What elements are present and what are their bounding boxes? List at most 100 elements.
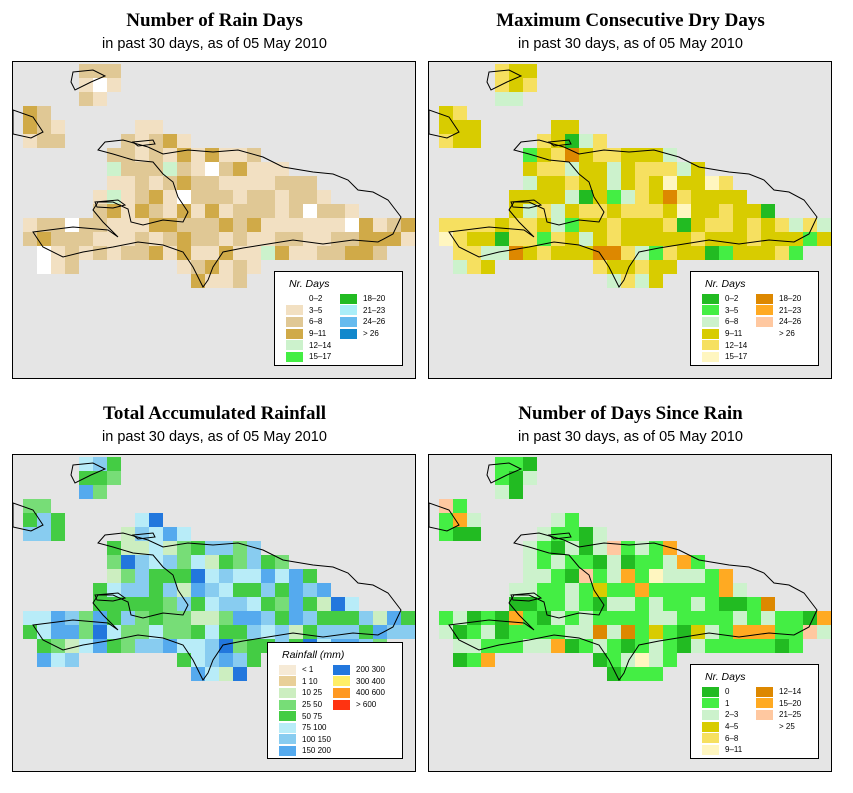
map-cell	[705, 246, 719, 260]
legend-label: > 26	[363, 329, 379, 339]
legend-label: 2–3	[725, 710, 739, 720]
legend-item: 0–2	[702, 293, 756, 305]
map-cell	[135, 162, 149, 176]
map-cell	[233, 260, 247, 274]
map-cell	[509, 457, 523, 471]
map-cell	[677, 611, 691, 625]
legend-label: 1	[725, 698, 730, 708]
map-cell	[149, 190, 163, 204]
map-cell	[65, 653, 79, 667]
map-cell	[345, 218, 359, 232]
map-cell	[607, 176, 621, 190]
map-cell	[537, 611, 551, 625]
legend-swatch	[279, 711, 296, 722]
map-cell	[219, 176, 233, 190]
map-cell	[37, 513, 51, 527]
panel-title: Maximum Consecutive Dry Days	[496, 10, 765, 31]
map-cell	[177, 162, 191, 176]
map-cell	[261, 569, 275, 583]
panel-title: Number of Days Since Rain	[518, 403, 743, 424]
map-cell	[593, 176, 607, 190]
map-cell	[649, 625, 663, 639]
map-cell	[593, 190, 607, 204]
map-cell	[719, 190, 733, 204]
legend-swatch	[279, 676, 296, 687]
map-cell	[219, 653, 233, 667]
map-cell	[579, 541, 593, 555]
map-cell	[565, 527, 579, 541]
map-cell	[79, 218, 93, 232]
map-cell	[93, 190, 107, 204]
panel-subtitle: in past 30 days, as of 05 May 2010	[518, 429, 743, 445]
map-cell	[135, 541, 149, 555]
map-cell	[107, 176, 121, 190]
map-cell	[205, 569, 219, 583]
map-cell	[191, 555, 205, 569]
coastline	[429, 69, 818, 288]
map-cell	[163, 583, 177, 597]
map-cell	[317, 190, 331, 204]
map-cell	[219, 583, 233, 597]
map-cell	[649, 260, 663, 274]
legend-swatch	[340, 305, 357, 316]
map-cell	[65, 218, 79, 232]
map-cell	[467, 639, 481, 653]
map-days-since-rain: Nr. Days 0 1 2–3 4–5 6–8 9–11 12–14 15–20 21–25 >…	[428, 454, 832, 772]
map-cell	[663, 625, 677, 639]
map-cell	[551, 148, 565, 162]
map-cell	[705, 597, 719, 611]
legend-item: 3–5	[702, 305, 756, 317]
legend-label: 15–17	[725, 352, 748, 362]
map-cell	[635, 667, 649, 681]
map-cell	[107, 78, 121, 92]
coastline-path	[94, 592, 127, 602]
map-cell	[149, 639, 163, 653]
legend-label: 0–2	[309, 294, 323, 304]
map-cell	[233, 555, 247, 569]
map-cell	[359, 232, 373, 246]
map-cell	[275, 190, 289, 204]
map-cell	[219, 597, 233, 611]
map-cell	[775, 611, 789, 625]
legend-label: 9–11	[725, 745, 743, 755]
legend-title: Nr. Days	[705, 278, 746, 290]
map-cell	[775, 218, 789, 232]
map-cell	[509, 92, 523, 106]
map-cell	[747, 246, 761, 260]
map-cell	[65, 246, 79, 260]
map-cell	[191, 583, 205, 597]
map-cell	[163, 555, 177, 569]
map-cell	[219, 260, 233, 274]
map-cell	[607, 639, 621, 653]
map-cell	[691, 232, 705, 246]
map-cell	[177, 190, 191, 204]
map-cell	[439, 120, 453, 134]
map-cell	[719, 246, 733, 260]
map-cell	[761, 597, 775, 611]
map-cell	[565, 246, 579, 260]
map-cell	[121, 246, 135, 260]
coastline-path	[510, 592, 543, 602]
map-cell	[453, 218, 467, 232]
map-cell	[523, 232, 537, 246]
map-cell	[401, 218, 415, 232]
map-cell	[219, 190, 233, 204]
map-cell	[289, 218, 303, 232]
map-cell	[247, 162, 261, 176]
map-cell	[247, 597, 261, 611]
map-cell	[565, 134, 579, 148]
map-cell	[537, 232, 551, 246]
map-cell	[663, 190, 677, 204]
map-cell	[523, 176, 537, 190]
coastline-path	[13, 502, 44, 532]
map-cell	[551, 583, 565, 597]
legend-swatch	[279, 664, 296, 675]
map-cell	[205, 218, 219, 232]
map-cell	[719, 232, 733, 246]
map-cell	[565, 639, 579, 653]
map-cell	[789, 639, 803, 653]
coastline-path	[547, 532, 572, 540]
coastline-path	[32, 532, 402, 681]
map-cell	[177, 176, 191, 190]
